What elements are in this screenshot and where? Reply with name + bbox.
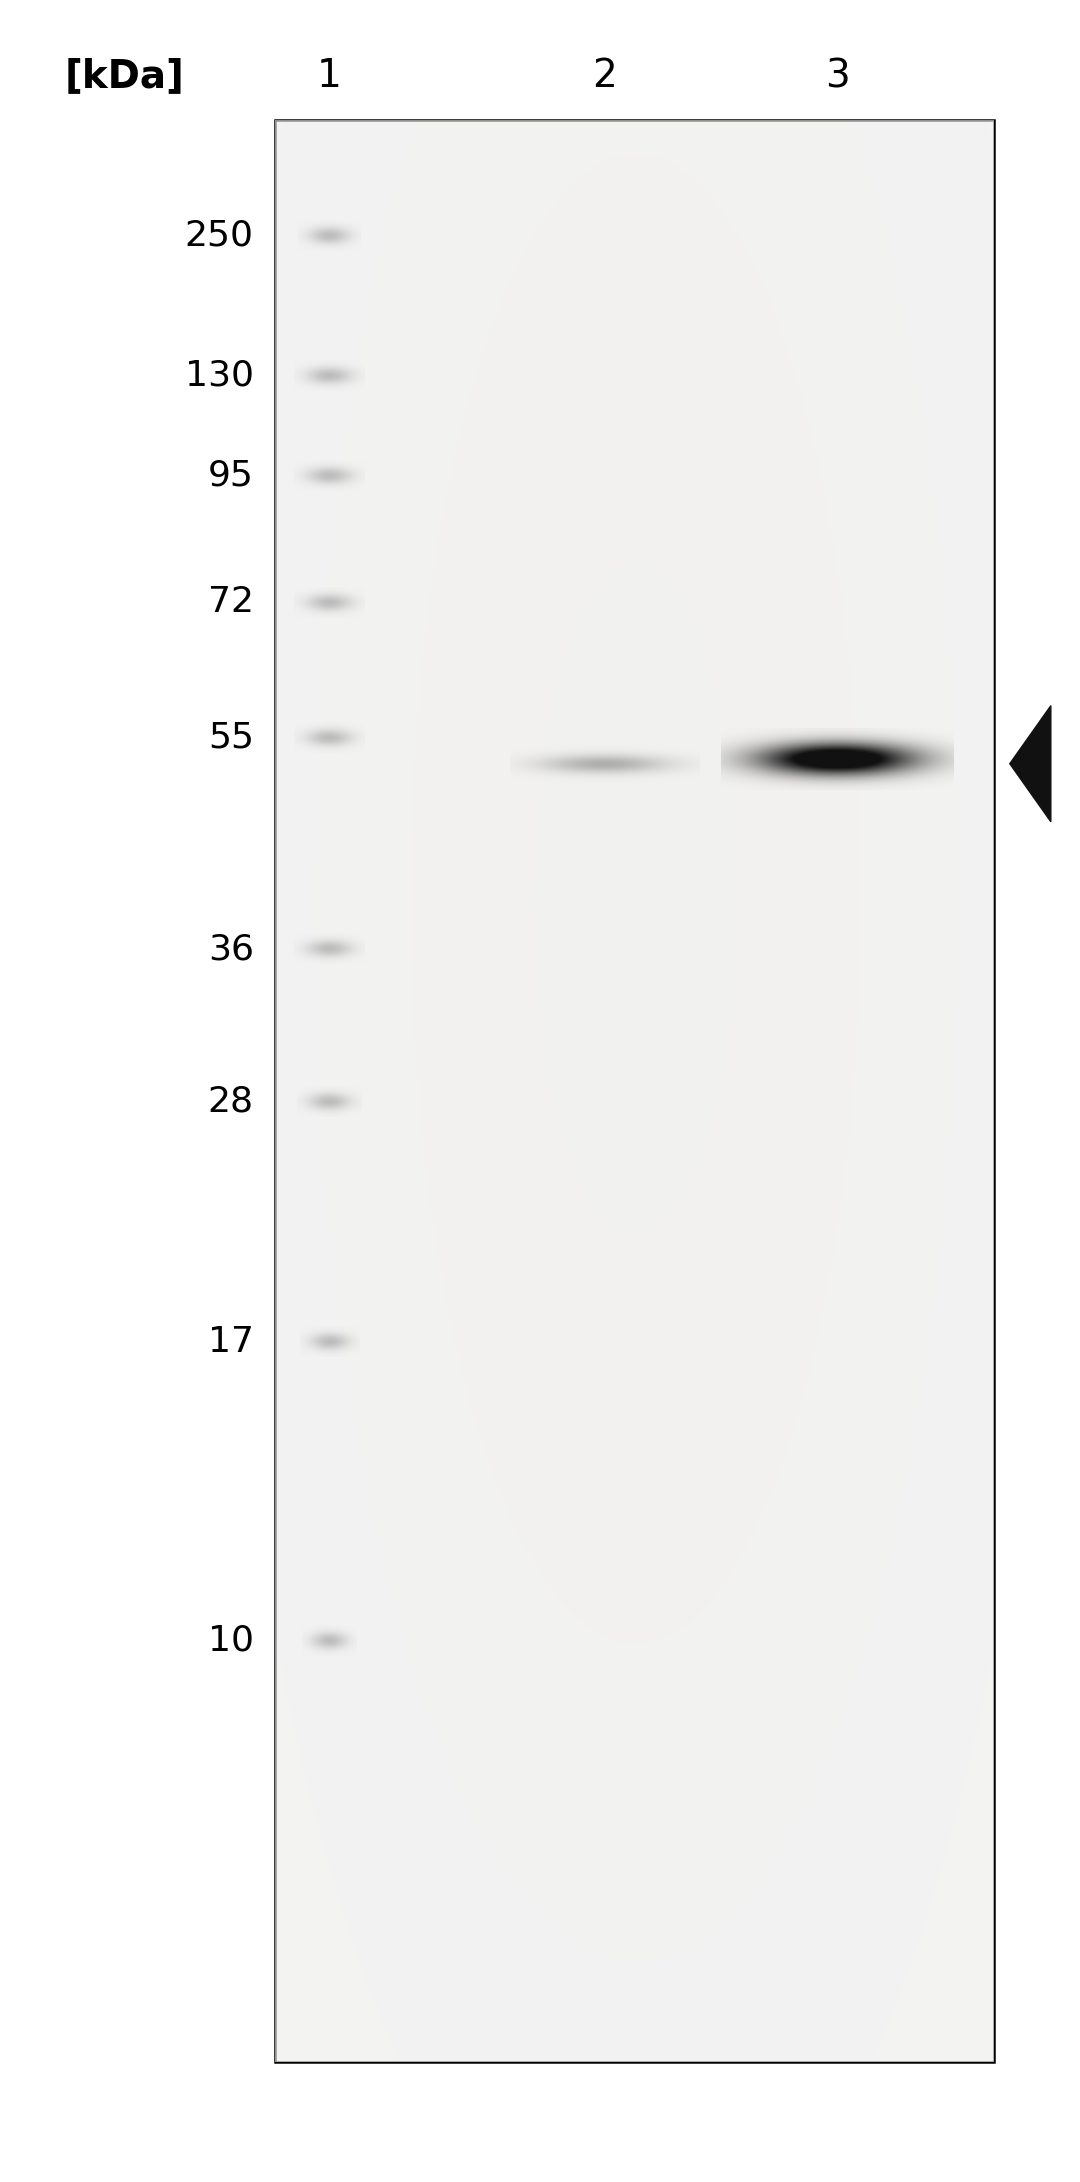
Text: 130: 130 [185,358,254,393]
Text: 1: 1 [316,57,342,96]
Text: 10: 10 [207,1623,254,1658]
Text: 36: 36 [207,932,254,967]
Text: [kDa]: [kDa] [65,57,184,96]
Text: 95: 95 [208,458,254,493]
Text: 3: 3 [825,57,849,96]
Text: 55: 55 [207,720,254,755]
Text: 2: 2 [593,57,617,96]
Bar [275,120,994,2062]
Text: 250: 250 [185,218,254,253]
Text: 72: 72 [207,585,254,620]
Text: 17: 17 [207,1324,254,1359]
Polygon shape [1010,705,1051,823]
Text: 28: 28 [207,1084,254,1119]
